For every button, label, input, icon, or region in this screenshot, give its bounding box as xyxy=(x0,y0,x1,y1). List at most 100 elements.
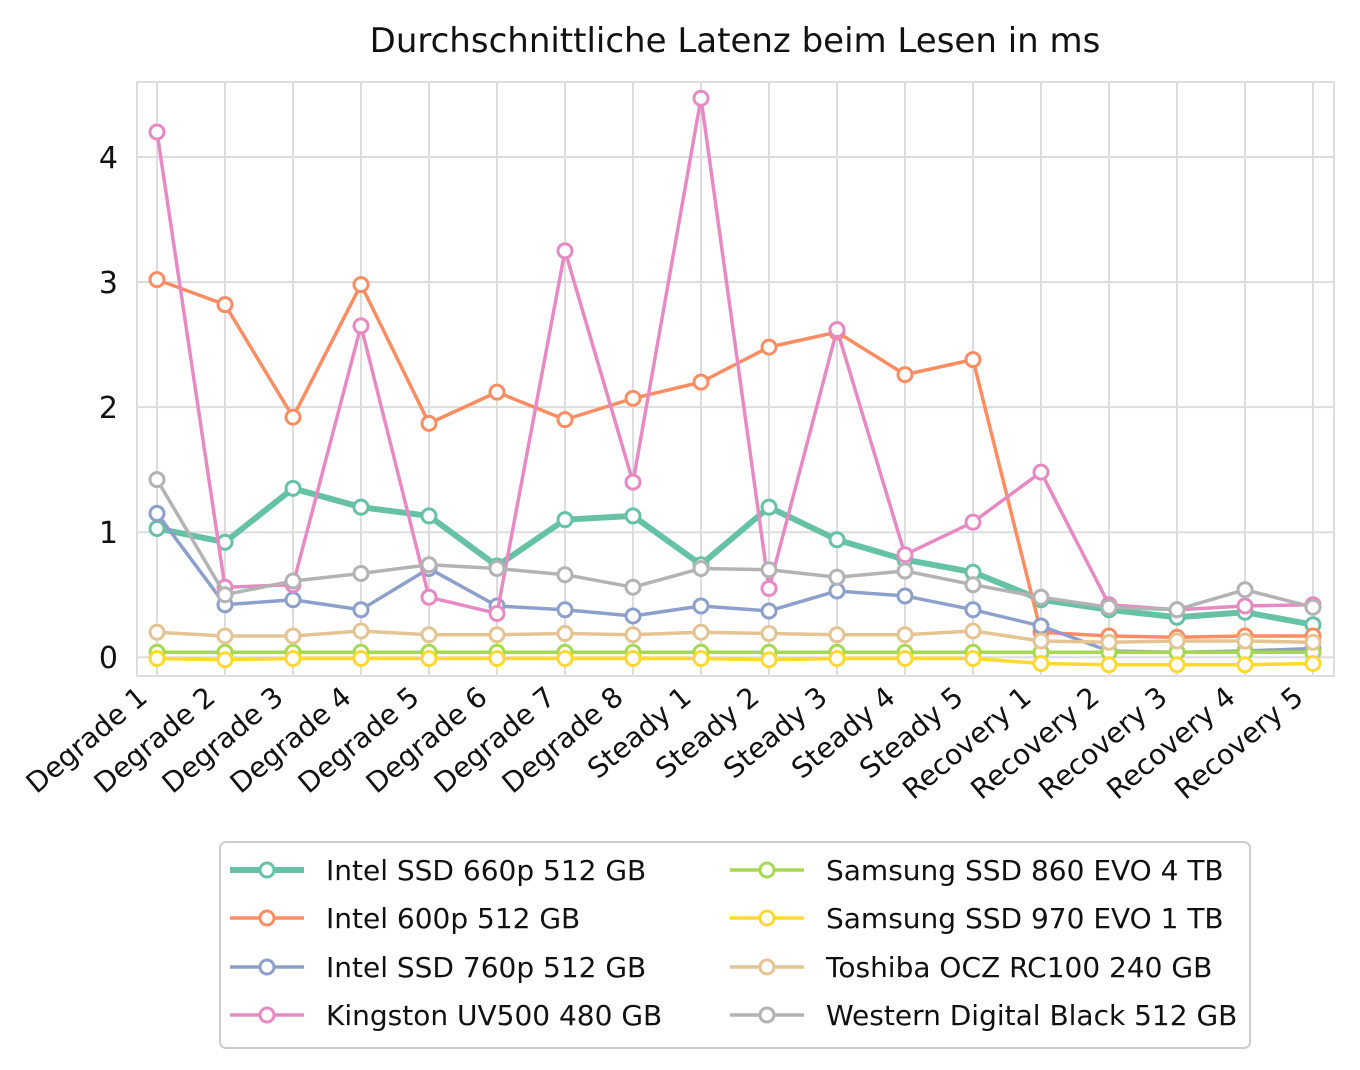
data-point xyxy=(828,531,846,549)
legend-swatch-marker xyxy=(758,861,776,879)
data-point xyxy=(556,242,574,260)
data-point xyxy=(760,579,778,597)
data-point xyxy=(964,351,982,369)
legend-label: Samsung SSD 860 EVO 4 TB xyxy=(826,854,1224,887)
data-point xyxy=(556,511,574,529)
data-point xyxy=(896,366,914,384)
data-point xyxy=(148,123,166,141)
legend-label: Western Digital Black 512 GB xyxy=(826,999,1237,1032)
data-point xyxy=(692,649,710,667)
data-point xyxy=(1236,656,1254,674)
data-point xyxy=(760,624,778,642)
legend-swatch-marker xyxy=(258,861,276,879)
legend-entry: Intel SSD 760p 512 GB xyxy=(230,951,646,984)
data-point xyxy=(284,479,302,497)
data-point xyxy=(148,271,166,289)
series-line xyxy=(155,478,1314,612)
data-point xyxy=(896,626,914,644)
data-point xyxy=(352,564,370,582)
data-point xyxy=(1032,463,1050,481)
data-point xyxy=(216,296,234,314)
data-point xyxy=(284,408,302,426)
legend-entry: Samsung SSD 970 EVO 1 TB xyxy=(730,902,1224,935)
legend-label: Intel SSD 660p 512 GB xyxy=(326,854,646,887)
series-line xyxy=(155,96,1314,616)
data-point xyxy=(352,601,370,619)
data-point xyxy=(828,649,846,667)
legend-entry: Intel SSD 660p 512 GB xyxy=(230,854,646,887)
data-point xyxy=(488,604,506,622)
data-point xyxy=(1168,656,1186,674)
data-point xyxy=(624,507,642,525)
data-point xyxy=(760,561,778,579)
data-point xyxy=(828,321,846,339)
data-point xyxy=(760,338,778,356)
data-point xyxy=(692,597,710,615)
data-point xyxy=(896,587,914,605)
data-point xyxy=(1236,581,1254,599)
series-layer xyxy=(148,89,1322,674)
y-axis-ticks: 0 1 2 3 4 xyxy=(99,141,118,676)
legend-entry: Kingston UV500 480 GB xyxy=(230,999,662,1032)
legend-label: Toshiba OCZ RC100 240 GB xyxy=(825,951,1212,984)
data-point xyxy=(964,513,982,531)
data-point xyxy=(1304,633,1322,651)
legend-label: Intel SSD 760p 512 GB xyxy=(326,951,646,984)
legend-swatch-marker xyxy=(258,909,276,927)
data-point xyxy=(488,649,506,667)
data-point xyxy=(1032,632,1050,650)
y-tick-label: 2 xyxy=(99,391,118,426)
series-line xyxy=(156,629,1314,644)
data-point xyxy=(284,591,302,609)
data-point xyxy=(1168,632,1186,650)
data-point xyxy=(1032,654,1050,672)
data-point xyxy=(624,389,642,407)
data-point xyxy=(828,626,846,644)
series-line xyxy=(156,656,1314,667)
data-point xyxy=(1304,654,1322,672)
data-point xyxy=(760,602,778,620)
data-point xyxy=(420,649,438,667)
data-point xyxy=(1236,597,1254,615)
data-point xyxy=(420,507,438,525)
data-point xyxy=(284,649,302,667)
data-point xyxy=(352,622,370,640)
legend-swatch-marker xyxy=(258,958,276,976)
chart-title: Durchschnittliche Latenz beim Lesen in m… xyxy=(370,21,1101,61)
data-point xyxy=(692,373,710,391)
data-point xyxy=(284,572,302,590)
data-point xyxy=(216,627,234,645)
data-point xyxy=(488,383,506,401)
legend-swatch-marker xyxy=(758,958,776,976)
legend-label: Kingston UV500 480 GB xyxy=(326,999,662,1032)
legend: Intel SSD 660p 512 GB Intel 600p 512 GB In… xyxy=(219,841,1251,1049)
data-point xyxy=(828,568,846,586)
y-tick-label: 0 xyxy=(99,641,118,676)
data-point xyxy=(556,649,574,667)
series-line xyxy=(156,485,1314,628)
legend-label: Intel 600p 512 GB xyxy=(326,902,580,935)
data-point xyxy=(352,649,370,667)
data-point xyxy=(148,504,166,522)
legend-entry: Samsung SSD 860 EVO 4 TB xyxy=(730,854,1224,887)
data-point xyxy=(692,89,710,107)
legend-frame xyxy=(219,841,1251,1049)
data-point xyxy=(692,623,710,641)
y-tick-label: 4 xyxy=(99,141,118,176)
y-tick-label: 1 xyxy=(99,516,118,551)
data-point xyxy=(624,607,642,625)
data-point xyxy=(148,623,166,641)
data-point xyxy=(556,411,574,429)
data-point xyxy=(284,627,302,645)
data-point xyxy=(624,649,642,667)
data-point xyxy=(148,649,166,667)
y-tick-label: 3 xyxy=(99,266,118,301)
data-point xyxy=(964,622,982,640)
data-point xyxy=(964,649,982,667)
data-point xyxy=(1236,632,1254,650)
data-point xyxy=(1100,633,1118,651)
data-point xyxy=(964,576,982,594)
data-point xyxy=(488,559,506,577)
